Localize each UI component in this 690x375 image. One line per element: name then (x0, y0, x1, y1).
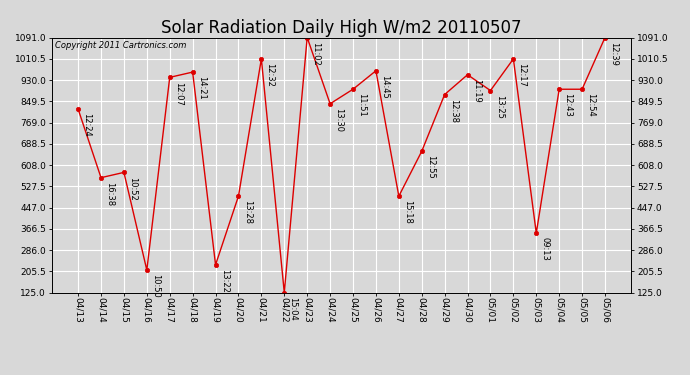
Text: 12:32: 12:32 (266, 63, 275, 87)
Point (508, 56, 519, 62)
Point (279, 290, 290, 296)
Text: 12:55: 12:55 (426, 156, 435, 179)
Text: 12:39: 12:39 (609, 42, 618, 66)
Text: 13:30: 13:30 (334, 108, 343, 132)
Point (95, 175, 106, 181)
Text: 09:13: 09:13 (540, 237, 549, 261)
Point (187, 69, 198, 75)
Text: 12:24: 12:24 (82, 113, 91, 137)
Text: 10:52: 10:52 (128, 177, 137, 200)
Text: 12:17: 12:17 (518, 63, 526, 87)
Point (164, 74, 175, 80)
Text: 11:19: 11:19 (472, 79, 481, 103)
Point (210, 262, 221, 268)
Point (256, 56, 267, 62)
Text: 12:07: 12:07 (174, 81, 183, 105)
Text: 12:43: 12:43 (563, 93, 572, 117)
Text: 15:04: 15:04 (288, 297, 297, 320)
Text: 13:22: 13:22 (219, 269, 228, 293)
Text: 16:38: 16:38 (105, 182, 114, 206)
Text: 13:25: 13:25 (495, 95, 504, 118)
Point (119, 170, 130, 176)
Title: Solar Radiation Daily High W/m2 20110507: Solar Radiation Daily High W/m2 20110507 (161, 20, 522, 38)
Text: 12:54: 12:54 (586, 93, 595, 117)
Point (141, 267, 152, 273)
Point (393, 193, 404, 199)
Text: 11:51: 11:51 (357, 93, 366, 117)
Point (416, 148, 427, 154)
Text: 10:50: 10:50 (151, 274, 160, 298)
Text: 13:28: 13:28 (243, 200, 252, 224)
Point (233, 193, 244, 199)
Point (577, 86, 588, 92)
Point (348, 86, 359, 92)
Text: 14:45: 14:45 (380, 75, 389, 99)
Point (485, 87, 496, 93)
Point (72, 106, 83, 112)
Point (462, 72, 473, 78)
Text: 14:21: 14:21 (197, 76, 206, 100)
Point (553, 86, 564, 92)
Point (371, 68, 382, 74)
Point (439, 92, 450, 98)
Point (531, 230, 542, 236)
Point (600, 34, 611, 40)
Text: 15:18: 15:18 (403, 200, 412, 224)
Text: 12:38: 12:38 (448, 99, 457, 123)
Point (324, 101, 335, 107)
Point (302, 34, 313, 40)
Text: Copyright 2011 Cartronics.com: Copyright 2011 Cartronics.com (55, 41, 186, 50)
Text: 11:02: 11:02 (311, 42, 320, 65)
